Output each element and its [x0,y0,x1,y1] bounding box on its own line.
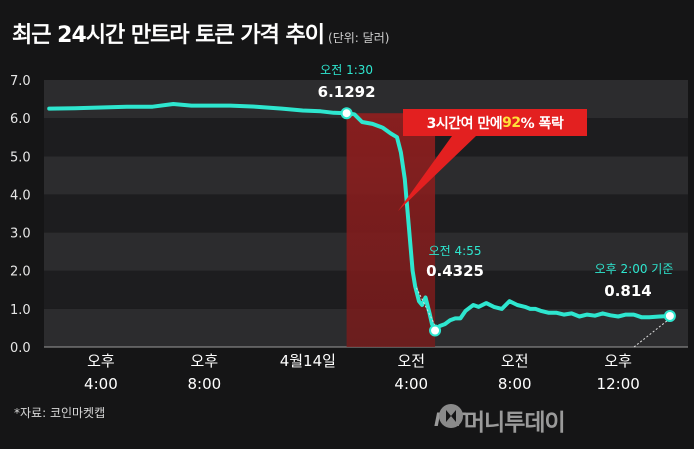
source-note: *자료: 코인마켓캡 [14,406,106,420]
x-tick-label: 오후 [191,352,219,370]
x-tick-label: 8:00 [498,375,532,393]
annotation-marker [663,309,676,322]
y-tick-label: 2.0 [10,265,31,280]
annotation-value: 0.814 [604,282,651,300]
drop-shade-region [346,113,436,347]
x-tick-label: 8:00 [188,375,222,393]
drop-shade-layer [346,113,436,347]
x-tick-label: 오전 [397,352,425,370]
unit-note: (단위: 달러) [328,31,390,45]
y-tick-label: 3.0 [10,227,31,242]
annotation-time: 오전 4:55 [429,244,482,258]
y-tick-label: 0.0 [10,341,31,356]
logo-seal-icon [439,404,463,428]
annotation-leader [633,320,668,348]
drop-callout: 3시간여 만에 92% 폭락 [403,109,587,136]
annotation-marker [340,107,353,120]
x-tick-label: 12:00 [597,375,640,393]
y-tick-label: 7.0 [10,74,31,89]
callout-prefix: 3시간여 만에 [426,115,503,132]
x-axis: 오후 4:00 오후 8:00 4월14일 오전 4:00 오전 8:00 오후 12:00 [84,352,640,393]
x-tick-label: 오전 [501,352,529,370]
logo: MT 머니투데이 [434,403,566,437]
annotation-layer: 오전 1:30 6.1292 오전 4:55 0.4325 오후 2:00 기준 0.81… [318,63,676,348]
y-axis: 0.0 1.0 2.0 3.0 4.0 5.0 6.0 7.0 [10,74,31,356]
x-tick-label: 오후 [87,352,115,370]
callout-pointer [398,136,476,211]
logo-name: 머니투데이 [463,410,566,436]
annotation-time: 오전 1:30 [320,63,373,77]
callout-suffix: % 폭락 [520,115,564,132]
x-tick-label: 4월14일 [280,352,336,370]
y-tick-label: 6.0 [10,112,31,127]
y-tick-label: 4.0 [10,188,31,203]
callout-percent: 92 [502,114,521,131]
annotation-value: 0.4325 [426,262,484,280]
annotation-leader [415,286,436,326]
annotation-marker [429,324,442,337]
x-tick-label: 4:00 [84,375,118,393]
chart-title: 최근 24시간 만트라 토큰 가격 추이 [12,23,325,48]
annotation-time: 오후 2:00 기준 [595,262,674,276]
price-line [47,102,672,333]
annotation-value: 6.1292 [318,83,376,101]
x-tick-label: 4:00 [394,375,428,393]
x-tick-label: 오후 [604,352,632,370]
series-layer [47,102,672,333]
y-tick-label: 1.0 [10,303,31,318]
y-tick-label: 5.0 [10,150,31,165]
title-block: 최근 24시간 만트라 토큰 가격 추이 (단위: 달러) [12,17,389,49]
